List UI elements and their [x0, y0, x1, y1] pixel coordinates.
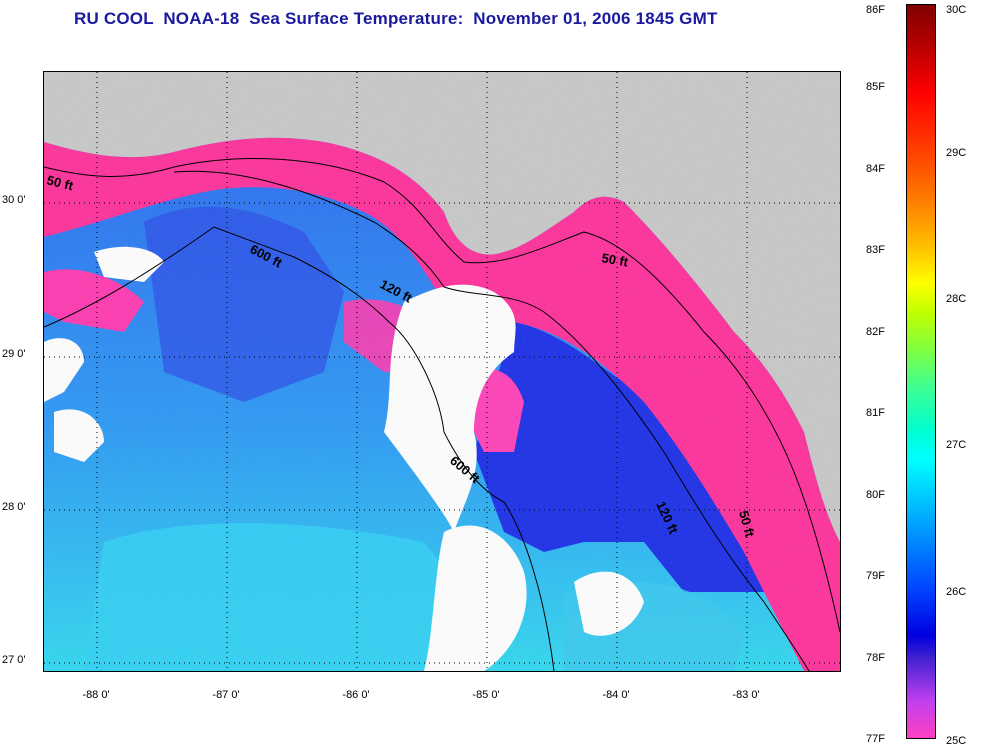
colorbar-label-83f: 83F: [866, 244, 885, 256]
contour-600ft: [44, 226, 555, 671]
colorbar-label-85f: 85F: [866, 81, 885, 93]
lon-label-86: -86 0': [342, 689, 370, 701]
colorbar-label-80f: 80F: [866, 489, 885, 501]
colorbar-label-81f: 81F: [866, 407, 885, 419]
colorbar-label-77f: 77F: [866, 733, 885, 745]
map-title: RU COOL NOAA-18 Sea Surface Temperature:…: [74, 9, 718, 28]
colorbar-label-78f: 78F: [866, 652, 885, 664]
lat-label-29: 29 0': [2, 348, 26, 360]
colorbar-label-27c: 27C: [946, 439, 967, 451]
lat-label-28: 28 0': [2, 501, 26, 513]
colorbar-label-28c: 28C: [946, 293, 967, 305]
colorbar-label-79f: 79F: [866, 570, 885, 582]
temperature-colorbar: [906, 4, 936, 739]
colorbar-label-29c: 29C: [946, 147, 967, 159]
colorbar-label-86f: 86F: [866, 4, 885, 16]
lon-label-84: -84 0': [602, 689, 630, 701]
colorbar-label-84f: 84F: [866, 163, 885, 175]
lat-label-30: 30 0': [2, 194, 26, 206]
colorbar-label-82f: 82F: [866, 326, 885, 338]
colorbar-label-25c: 25C: [946, 735, 967, 747]
contour-label-50ft-east: 50 ft: [736, 509, 758, 539]
lon-label-85: -85 0': [472, 689, 500, 701]
contour-label-50ft-west: 50 ft: [45, 172, 75, 193]
lon-label-83: -83 0': [732, 689, 760, 701]
sst-map: 50 ft 600 ft 120 ft 600 ft 120 ft 50 ft …: [43, 71, 841, 672]
contour-50ft: [44, 158, 840, 633]
colorbar-label-30c: 30C: [946, 4, 967, 16]
lat-label-27: 27 0': [2, 654, 26, 666]
lon-label-88: -88 0': [82, 689, 110, 701]
lon-label-87: -87 0': [212, 689, 240, 701]
colorbar-label-26c: 26C: [946, 586, 967, 598]
contour-label-50ft-north: 50 ft: [600, 250, 630, 270]
sst-map-svg: 50 ft 600 ft 120 ft 600 ft 120 ft 50 ft …: [44, 72, 840, 671]
contour-120ft: [173, 170, 810, 671]
